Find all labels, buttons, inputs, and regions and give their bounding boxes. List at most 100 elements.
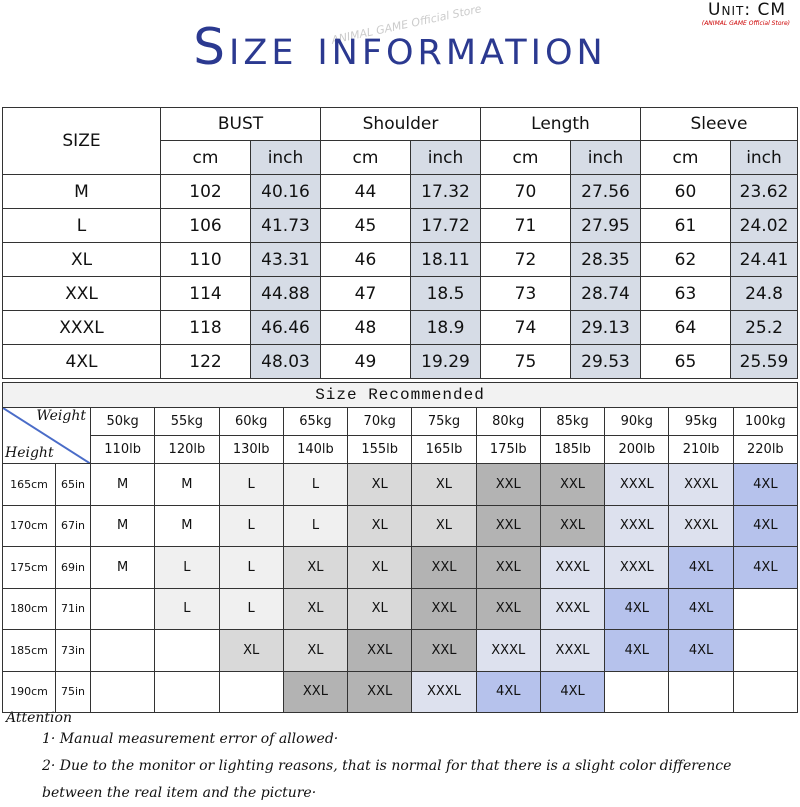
size-cell: XXL	[539, 504, 606, 547]
size-cell: XXL	[411, 587, 477, 630]
table-cell: 17.32	[410, 174, 481, 209]
table-cell: 49	[320, 344, 411, 379]
size-cell: 4XL	[539, 670, 606, 713]
table-cell: 24.8	[730, 276, 798, 311]
table-cell: 63	[640, 276, 731, 311]
size-cell: L	[154, 546, 220, 589]
table-cell: 28.74	[570, 276, 641, 311]
diagonal	[3, 408, 91, 464]
table-cell: 106	[160, 208, 251, 243]
table-cell: M	[2, 174, 161, 209]
table-cell: 102	[160, 174, 251, 209]
unit-cell: inch	[250, 140, 321, 175]
unit-cell: cm	[640, 140, 731, 175]
size-cell: 4XL	[475, 670, 541, 713]
weight-lb: 130lb	[218, 435, 284, 464]
weight-lb: 185lb	[539, 435, 606, 464]
table-cell: 74	[480, 310, 571, 345]
table-cell: 29.53	[570, 344, 641, 379]
table-cell: 23.62	[730, 174, 798, 209]
table-cell: 46	[320, 242, 411, 277]
table-cell: 44.88	[250, 276, 321, 311]
size-cell: XXL	[475, 587, 541, 630]
size-cell: XXL	[475, 546, 541, 589]
height-in: 75in	[55, 670, 91, 713]
size-cell: 4XL	[668, 546, 734, 589]
size-cell: XXXL	[475, 629, 541, 672]
table-cell: 48	[320, 310, 411, 345]
table-cell: 60	[640, 174, 731, 209]
size-cell: L	[218, 587, 284, 630]
size-cell: XXL	[411, 629, 477, 672]
weight-label: Weight	[36, 408, 86, 424]
size-cell: XXL	[347, 629, 413, 672]
header-cell: SIZE	[2, 107, 161, 175]
size-cell: XXL	[475, 504, 541, 547]
table-cell: 75	[480, 344, 571, 379]
table-cell: 17.72	[410, 208, 481, 243]
table-cell: 118	[160, 310, 251, 345]
size-cell: M	[90, 463, 156, 506]
table-cell: 122	[160, 344, 251, 379]
unit-cell: cm	[320, 140, 411, 175]
attention-title: Attention	[6, 710, 72, 726]
unit-cell: inch	[570, 140, 641, 175]
table-cell: 73	[480, 276, 571, 311]
table-cell: 48.03	[250, 344, 321, 379]
height-cm: 165cm	[2, 463, 56, 506]
weight-kg: 50kg	[90, 407, 156, 436]
height-in: 65in	[55, 463, 91, 506]
size-cell: 4XL	[732, 463, 798, 506]
size-cell	[732, 587, 798, 630]
weight-lb: 220lb	[732, 435, 798, 464]
size-cell: M	[154, 504, 220, 547]
title: Size information	[193, 18, 607, 76]
weight-kg: 70kg	[347, 407, 413, 436]
size-cell	[90, 629, 156, 672]
table-cell: L	[2, 208, 161, 243]
size-cell: XL	[218, 629, 284, 672]
header-cell: Sleeve	[640, 107, 798, 141]
diagonal-line	[3, 408, 91, 464]
table-cell: XL	[2, 242, 161, 277]
size-cell: XL	[411, 504, 477, 547]
size-cell: M	[154, 463, 220, 506]
table-cell: 40.16	[250, 174, 321, 209]
table-cell: 70	[480, 174, 571, 209]
table-cell: 114	[160, 276, 251, 311]
header-cell: Length	[480, 107, 641, 141]
size-cell: XXXL	[604, 546, 670, 589]
table-cell: 41.73	[250, 208, 321, 243]
table-cell: 62	[640, 242, 731, 277]
size-cell: 4XL	[732, 504, 798, 547]
height-in: 67in	[55, 504, 91, 547]
size-cell: XXXL	[539, 629, 606, 672]
size-cell	[604, 670, 670, 713]
weight-lb: 200lb	[604, 435, 670, 464]
height-cm: 190cm	[2, 670, 56, 713]
size-cell: XXL	[411, 546, 477, 589]
unit-cell: inch	[410, 140, 481, 175]
unit-cell: cm	[480, 140, 571, 175]
size-cell: XL	[282, 546, 349, 589]
unit-note: (ANIMAL GAME Official Store)	[701, 20, 790, 27]
size-cell: 4XL	[668, 629, 734, 672]
size-cell: L	[218, 546, 284, 589]
table-cell: 47	[320, 276, 411, 311]
table-cell: 45	[320, 208, 411, 243]
height-in: 69in	[55, 546, 91, 589]
size-cell: 4XL	[604, 587, 670, 630]
table-cell: 28.35	[570, 242, 641, 277]
size-cell: L	[282, 504, 349, 547]
weight-kg: 55kg	[154, 407, 220, 436]
table-cell: 18.5	[410, 276, 481, 311]
size-cell	[154, 670, 220, 713]
header-cell: Shoulder	[320, 107, 481, 141]
table-cell: 72	[480, 242, 571, 277]
size-cell: XXXL	[668, 463, 734, 506]
table-cell: 24.41	[730, 242, 798, 277]
weight-kg: 100kg	[732, 407, 798, 436]
height-cm: 175cm	[2, 546, 56, 589]
weight-lb: 210lb	[668, 435, 734, 464]
